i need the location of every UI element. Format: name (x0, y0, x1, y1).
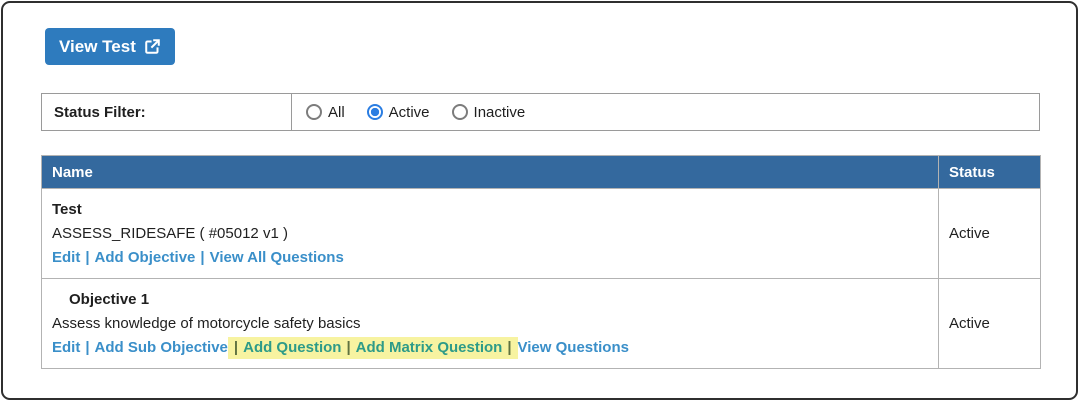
view-all-questions-link[interactable]: View All Questions (209, 249, 344, 266)
table-row-test: Test ASSESS_RIDESAFE ( #05012 v1 ) Edit |… (41, 188, 1041, 279)
radio-option-active[interactable]: Active (366, 103, 430, 121)
row-actions: Edit | Add Sub Objective | Add Question | Add … (52, 336, 928, 360)
annotation-highlight: | Add Question | Add Matrix Question | (227, 337, 518, 359)
external-link-icon (144, 38, 161, 55)
row-subtitle: Assess knowledge of motorcycle safety ba… (52, 315, 361, 332)
view-test-button[interactable]: View Test (45, 28, 175, 65)
add-sub-objective-link[interactable]: Add Sub Objective (94, 339, 228, 356)
objective-name-cell: Objective 1 Assess knowledge of motorcyc… (41, 278, 939, 369)
link-separator: | (85, 249, 90, 266)
row-subtitle: ASSESS_RIDESAFE ( #05012 v1 ) (52, 225, 288, 242)
link-separator: | (233, 339, 239, 356)
radio-option-inactive[interactable]: Inactive (451, 103, 526, 121)
row-actions: Edit | Add Objective | View All Questions (52, 246, 928, 270)
column-header-status: Status (938, 155, 1041, 189)
row-title: Objective 1 (69, 291, 150, 308)
edit-link[interactable]: Edit (52, 249, 81, 266)
radio-active[interactable] (366, 104, 383, 120)
radio-inactive[interactable] (451, 104, 468, 120)
status-cell: Active (938, 278, 1041, 369)
radio-all-label: All (328, 103, 345, 121)
view-questions-link[interactable]: View Questions (517, 339, 629, 356)
row-title: Test (52, 201, 82, 218)
add-objective-link[interactable]: Add Objective (94, 249, 196, 266)
radio-all[interactable] (306, 104, 322, 120)
radio-option-all[interactable]: All (306, 104, 345, 121)
status-filter-options: All Active Inactive (292, 94, 525, 130)
radio-inactive-label: Inactive (473, 103, 526, 121)
link-separator: | (200, 249, 205, 266)
add-question-link[interactable]: Add Question (243, 339, 342, 356)
link-separator: | (85, 339, 90, 356)
status-filter-bar: Status Filter: All Active Inactive (41, 93, 1040, 131)
link-separator: | (346, 339, 351, 356)
column-header-name: Name (41, 155, 939, 189)
table-row-objective: Objective 1 Assess knowledge of motorcyc… (41, 278, 1041, 369)
radio-active-label: Active (388, 103, 430, 121)
status-filter-label: Status Filter: (42, 94, 292, 130)
add-matrix-question-link[interactable]: Add Matrix Question (355, 339, 503, 356)
link-separator: | (507, 339, 512, 356)
status-cell: Active (938, 188, 1041, 279)
table-header-row: Name Status (41, 155, 1041, 189)
view-test-button-label: View Test (59, 36, 136, 56)
test-name-cell: Test ASSESS_RIDESAFE ( #05012 v1 ) Edit |… (41, 188, 939, 279)
tests-table: Name Status Test ASSESS_RIDESAFE ( #0501… (41, 155, 1041, 369)
edit-link[interactable]: Edit (52, 339, 81, 356)
